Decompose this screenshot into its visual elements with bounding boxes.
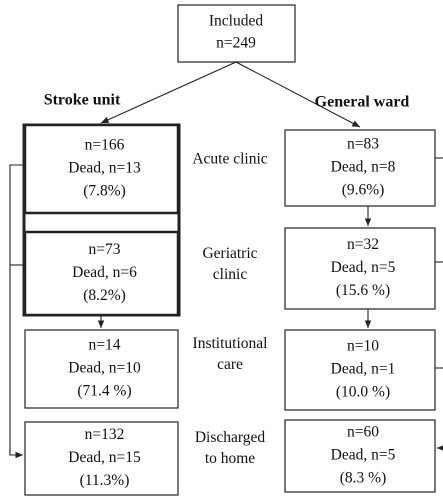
stage-label: Institutional	[193, 335, 268, 352]
stage-label: Discharged	[195, 429, 266, 446]
box-text: Dead, n=8	[331, 159, 396, 176]
box-text: n=83	[347, 136, 379, 153]
box-text: (9.6%)	[342, 182, 385, 199]
stage-box	[23, 230, 180, 317]
connectors	[9, 61, 443, 459]
stage-box	[284, 419, 436, 493]
box-text: n=249	[216, 35, 256, 52]
box-text: (11.3%)	[80, 472, 130, 489]
box-text: (8.2%)	[83, 287, 126, 304]
included-box	[177, 4, 296, 63]
stage-box	[284, 329, 436, 411]
box-text: n=132	[85, 426, 125, 443]
box-text: Dead, n=15	[68, 449, 141, 466]
stage-box	[24, 421, 179, 496]
stage-label: to home	[205, 450, 255, 467]
stage-label: Acute clinic	[192, 151, 267, 168]
stage-box	[284, 227, 436, 310]
stage-box	[284, 129, 436, 207]
box-text: (10.0 %)	[336, 384, 390, 401]
box-text: Dead, n=10	[68, 360, 141, 377]
stage-label: care	[217, 356, 243, 373]
box-text: (71.4 %)	[77, 383, 131, 400]
box-text: Dead, n=6	[72, 264, 137, 281]
stage-box	[23, 123, 180, 215]
stage-box	[24, 329, 179, 409]
box-text: (7.8%)	[83, 183, 126, 200]
box-text: n=10	[347, 338, 379, 355]
stage-label: Geriatric	[202, 245, 257, 262]
box-text: Dead, n=13	[68, 160, 141, 177]
box-text: n=32	[347, 236, 379, 253]
box-text: n=166	[85, 137, 125, 154]
box-text: Included	[209, 13, 263, 30]
column-title: Stroke unit	[44, 92, 121, 109]
stage-label: clinic	[213, 266, 248, 283]
box-text: (15.6 %)	[336, 282, 390, 299]
column-title: General ward	[315, 94, 410, 111]
box-text: n=60	[347, 424, 379, 441]
box-text: Dead, n=5	[331, 447, 396, 464]
box-text: Dead, n=1	[331, 361, 396, 378]
box-text: (8.3 %)	[340, 470, 387, 487]
box-text: n=14	[89, 337, 121, 354]
box-text: n=73	[89, 241, 121, 258]
box-text: Dead, n=5	[331, 259, 396, 276]
